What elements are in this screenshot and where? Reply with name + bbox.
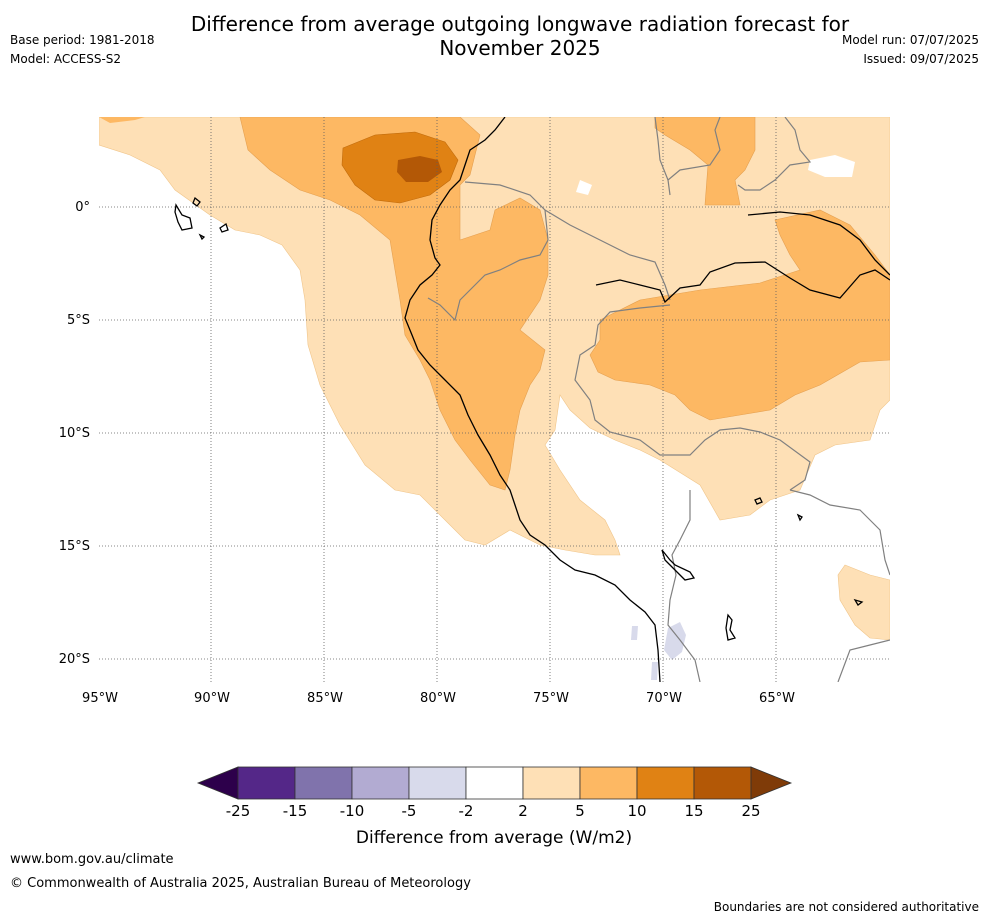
legend-tick: -25 (226, 802, 251, 820)
lat-label-15s: 15°S (59, 539, 90, 554)
source-url[interactable]: www.bom.gov.au/climate (10, 852, 174, 867)
legend-tick: -10 (340, 802, 365, 820)
legend-swatch (579, 766, 638, 800)
legend-arrow-low (196, 766, 239, 800)
legend-swatch (522, 766, 581, 800)
legend-tick: 5 (575, 802, 585, 820)
legend-ticks: -25 -15 -10 -5 -2 2 5 10 15 25 (226, 802, 761, 820)
longitude-labels: 95°W 90°W 85°W 80°W 75°W 70°W 65°W (82, 691, 795, 706)
legend-swatch (408, 766, 467, 800)
copyright-text: © Commonwealth of Australia 2025, Austra… (10, 876, 471, 891)
anomaly-5-10-region-small (99, 117, 145, 123)
lon-label-90w: 90°W (194, 691, 230, 706)
anomaly-5-10-region-east (589, 209, 890, 421)
legend-tick: -15 (283, 802, 308, 820)
map-area (99, 117, 890, 682)
map-title-line1: Difference from average outgoing longwav… (190, 12, 850, 36)
map-title-line2: November 2025 (439, 36, 601, 60)
latitude-labels: 0° 5°S 10°S 15°S 20°S (59, 200, 90, 667)
lon-label-75w: 75°W (533, 691, 569, 706)
country-borders (427, 117, 890, 682)
legend-swatch (693, 766, 752, 800)
anomaly-neg2-5-region-2 (631, 626, 638, 640)
lat-label-0: 0° (75, 200, 90, 215)
lat-label-5s: 5°S (67, 313, 90, 328)
legend-colorbar (196, 766, 793, 800)
boundaries-disclaimer: Boundaries are not considered authoritat… (713, 900, 979, 914)
base-period: Base period: 1981-2018 (10, 33, 155, 47)
map-title: Difference from average outgoing longwav… (150, 12, 890, 60)
gridlines (99, 117, 890, 682)
lon-label-85w: 85°W (307, 691, 343, 706)
legend-swatch (294, 766, 353, 800)
legend-swatch (237, 766, 296, 800)
neutral-patch-2 (576, 180, 592, 195)
lat-label-10s: 10°S (59, 426, 90, 441)
lon-label-95w: 95°W (82, 691, 118, 706)
neutral-patch (808, 155, 855, 177)
anomaly-5-10-region-west (239, 117, 549, 491)
anomaly-neg2-5-region-3 (651, 662, 658, 680)
legend-tick: -2 (459, 802, 474, 820)
legend-tick: 25 (741, 802, 760, 820)
issued-date: Issued: 09/07/2025 (863, 52, 979, 66)
legend-arrow-high (750, 766, 793, 800)
lat-label-20s: 20°S (59, 652, 90, 667)
model-run: Model run: 07/07/2025 (841, 33, 979, 47)
legend-tick: 10 (627, 802, 646, 820)
model-name: Model: ACCESS-S2 (10, 52, 122, 66)
coastlines (174, 117, 890, 682)
anomaly-neg2-5-region (664, 622, 686, 660)
legend-swatch (465, 766, 524, 800)
legend-tick: 15 (684, 802, 703, 820)
legend-tick: 2 (518, 802, 528, 820)
legend-label: Difference from average (W/m2) (356, 828, 632, 848)
legend-swatch (351, 766, 410, 800)
lon-label-70w: 70°W (646, 691, 682, 706)
anomaly-5-10-region-north (654, 117, 756, 206)
anomaly-2-5-region-se (837, 564, 890, 641)
legend-swatch (636, 766, 695, 800)
legend-tick: -5 (402, 802, 417, 820)
lon-label-65w: 65°W (759, 691, 795, 706)
lon-label-80w: 80°W (420, 691, 456, 706)
anomaly-15-25-region (397, 156, 442, 182)
